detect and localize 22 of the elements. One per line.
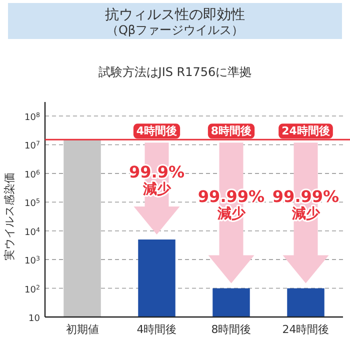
- y-tick-label: 10$^{7}$: [24, 140, 40, 152]
- chart-subtitle: （Qβファージウイルス）: [106, 23, 244, 37]
- x-tick-label: 4時間後: [136, 323, 177, 336]
- y-tick-label: 10: [28, 314, 40, 324]
- y-tick-label: 10$^{6}$: [24, 168, 40, 180]
- y-axis-title: 実ウイルス感染価: [3, 172, 16, 260]
- annotation: 4時間後: [136, 124, 178, 138]
- annotation: 24時間後: [282, 124, 330, 138]
- annotation: 99.99% 減少: [198, 186, 265, 222]
- annotation: 99.9% 減少: [128, 162, 185, 198]
- chart-title: 抗ウィルス性の即効性: [105, 7, 245, 23]
- y-tick-label: 10$^{8}$: [24, 112, 40, 123]
- y-tick-label: 10$^{3}$: [24, 255, 40, 267]
- y-tick-label: 10$^{2}$: [24, 284, 40, 296]
- y-tick-label: 10$^{4}$: [24, 226, 40, 238]
- x-tick-label: 初期値: [66, 323, 99, 336]
- text: 試験方法はJIS R1756に準拠: [98, 65, 252, 79]
- y-tick-label: 10$^{5}$: [24, 198, 40, 210]
- annotation: 8時間後: [210, 124, 252, 138]
- annotation: 99.99% 減少: [272, 186, 340, 222]
- x-tick-label: 8時間後: [211, 323, 252, 336]
- x-tick-label: 24時間後: [282, 323, 330, 336]
